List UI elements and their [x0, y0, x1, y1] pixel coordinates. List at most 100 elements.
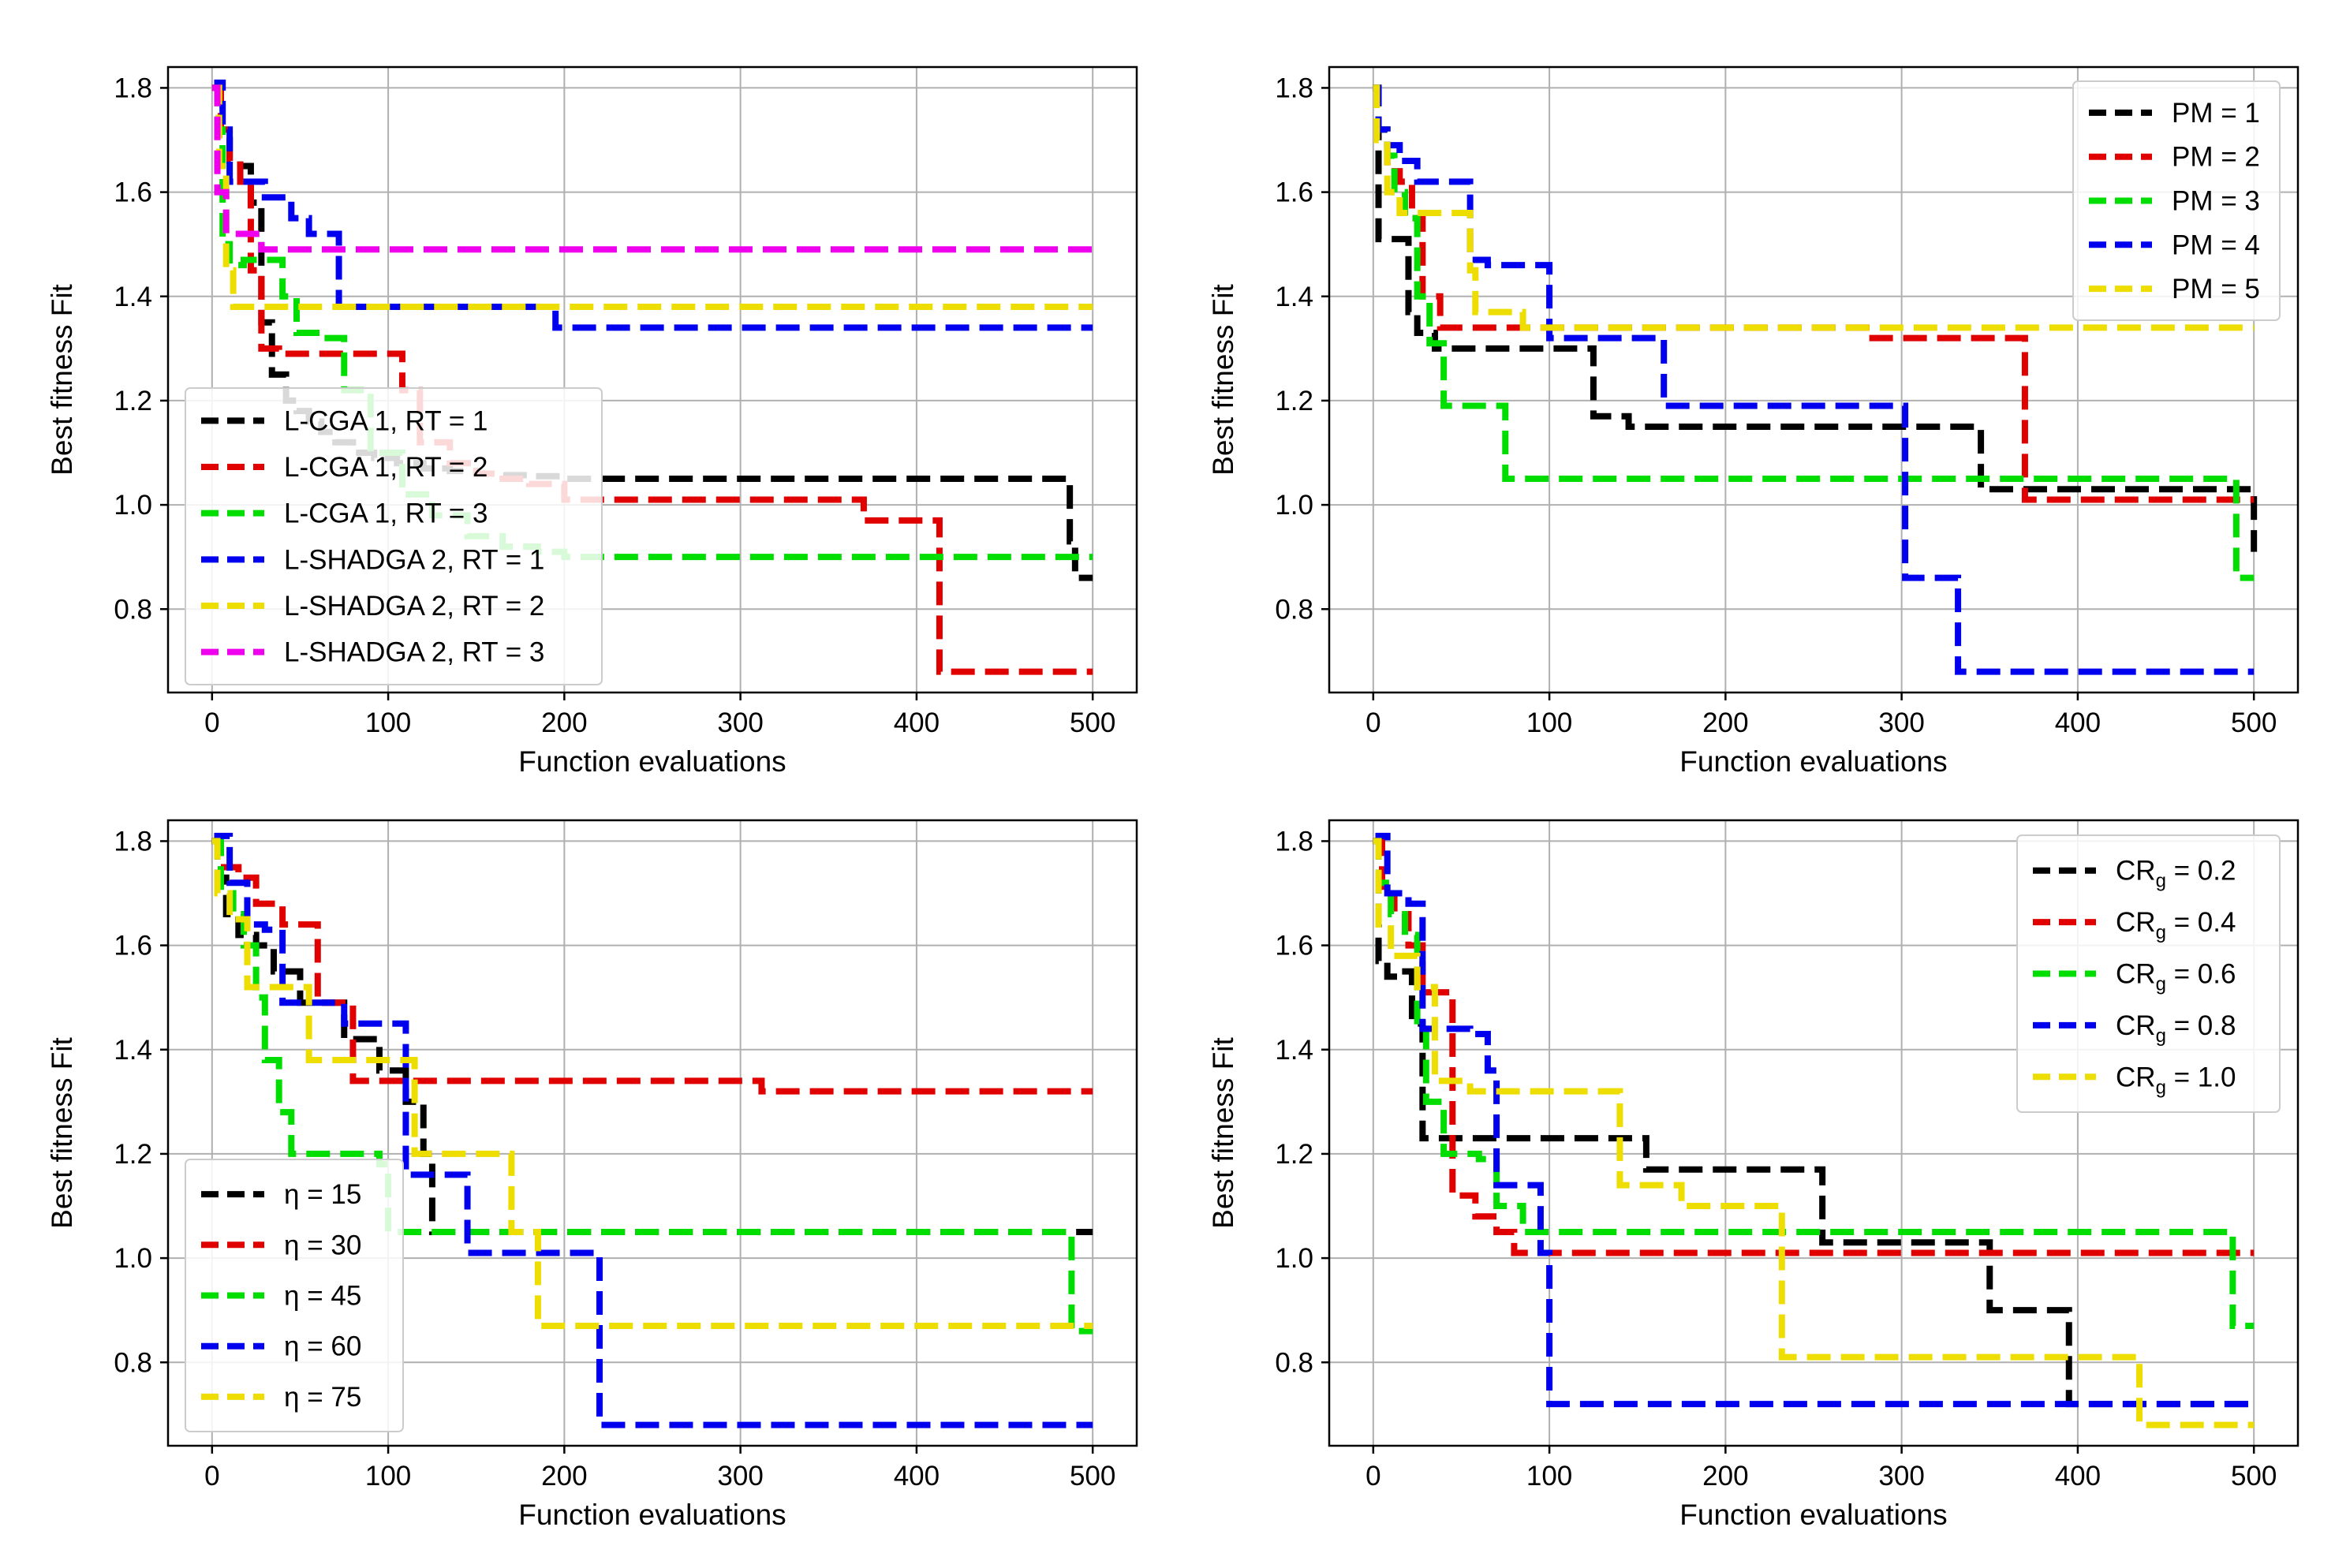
legend-box — [185, 387, 603, 685]
legend-label: CRg = 0.8 — [2116, 1010, 2236, 1047]
y-tick-label: 1.4 — [114, 282, 152, 312]
series-line-5 — [211, 84, 1093, 310]
x-tick-label: 500 — [2231, 707, 2277, 738]
series-line-2 — [211, 838, 1093, 1095]
y-tick-label: 1.2 — [1275, 386, 1313, 416]
legend-label: η = 60 — [284, 1331, 361, 1362]
legend-label: η = 30 — [284, 1230, 361, 1260]
axes-frame — [166, 819, 1138, 1447]
x-axis-label: Function evaluations — [1679, 1499, 1947, 1531]
series-line-4 — [211, 832, 1093, 1428]
x-tick-label: 300 — [717, 707, 763, 738]
chart-panel-3: 0 100 200 300 400 500 0.8 1.0 1.2 1.4 1.6 1.8 Functi… — [46, 819, 1138, 1531]
legend-label: PM = 3 — [2172, 186, 2260, 217]
y-tick-label: 1.2 — [114, 386, 152, 416]
legend-label: CRg = 0.6 — [2116, 959, 2236, 995]
y-tick-label: 1.4 — [1275, 282, 1313, 312]
y-tick-label: 1.2 — [1275, 1139, 1313, 1170]
legend-label: CRg = 0.4 — [2116, 907, 2236, 943]
legend-label: CRg = 0.2 — [2116, 856, 2236, 892]
x-tick-label: 100 — [365, 1461, 411, 1491]
series-line-4 — [1373, 84, 2255, 675]
legend-label: η = 75 — [284, 1382, 361, 1413]
series-line-1 — [1373, 838, 2255, 1408]
legend-label: L-SHADGA 2, RT = 2 — [284, 591, 544, 622]
x-axis-label: Function evaluations — [1679, 745, 1947, 778]
x-tick-label: 0 — [204, 707, 219, 738]
x-tick-label: 200 — [1702, 1461, 1748, 1491]
y-tick-label: 1.4 — [1275, 1035, 1313, 1066]
chart-panel-2: 0 100 200 300 400 500 0.8 1.0 1.2 1.4 1.6 1.8 Functi… — [1207, 65, 2300, 778]
y-tick-label: 1.6 — [1275, 177, 1313, 208]
y-tick-label: 1.0 — [114, 1243, 152, 1274]
legend-label: L-CGA 1, RT = 3 — [284, 498, 488, 529]
series-line-4 — [211, 79, 1093, 331]
x-tick-label: 0 — [204, 1461, 219, 1491]
series-line-6 — [211, 84, 1093, 253]
axes-frame — [1328, 65, 2300, 694]
legend-label: L-CGA 1, RT = 2 — [284, 452, 488, 483]
x-tick-label: 200 — [541, 1461, 587, 1491]
y-tick-label: 1.6 — [114, 931, 152, 961]
axes-frame — [166, 65, 1138, 694]
legend-label: PM = 2 — [2172, 142, 2260, 173]
y-tick-label: 1.2 — [114, 1139, 152, 1170]
chart-panel-4: 0 100 200 300 400 500 0.8 1.0 1.2 1.4 1.6 1.8 Functi… — [1207, 819, 2300, 1531]
legend-label: η = 45 — [284, 1281, 361, 1312]
series-line-3 — [211, 838, 1093, 1335]
y-tick-label: 1.6 — [1275, 931, 1313, 961]
series-line-4 — [1373, 832, 2255, 1408]
chart-panel-1: 0 100 200 300 400 500 0.8 1.0 1.2 1.4 1.6 1.8 Functi… — [46, 65, 1138, 778]
legend-label: L-CGA 1, RT = 1 — [284, 405, 488, 436]
x-tick-label: 100 — [1526, 1461, 1572, 1491]
y-tick-label: 1.0 — [1275, 490, 1313, 521]
legend: L-CGA 1, RT = 1 L-CGA 1, RT = 2 L-CGA 1, R… — [185, 387, 603, 685]
axes-frame — [1328, 819, 2300, 1447]
y-tick-label: 1.8 — [114, 826, 152, 857]
legend-label: CRg = 1.0 — [2116, 1062, 2236, 1098]
y-axis-label: Best fitness Fit — [1207, 283, 1239, 475]
y-tick-label: 1.4 — [114, 1035, 152, 1066]
series-line-5 — [211, 838, 1093, 1330]
x-tick-label: 200 — [541, 707, 587, 738]
y-tick-label: 0.8 — [114, 594, 152, 625]
y-tick-label: 1.0 — [1275, 1243, 1313, 1274]
legend-label: L-SHADGA 2, RT = 1 — [284, 544, 544, 575]
legend: CRg = 0.2 CRg = 0.4 CRg = 0.6 CRg = 0.8 CRg … — [2016, 834, 2281, 1113]
x-tick-label: 300 — [717, 1461, 763, 1491]
x-tick-label: 400 — [894, 707, 940, 738]
series-line-2 — [211, 84, 1093, 675]
x-axis-label: Function evaluations — [518, 745, 786, 778]
series-line-3 — [1373, 838, 2255, 1330]
legend: PM = 1 PM = 2 PM = 3 PM = 4 PM = 5 — [2072, 80, 2281, 321]
series-line-5 — [1373, 84, 2255, 331]
x-axis-label: Function evaluations — [518, 1499, 786, 1531]
legend-box — [2072, 80, 2281, 321]
x-tick-label: 100 — [365, 707, 411, 738]
x-tick-label: 0 — [1366, 707, 1380, 738]
legend-label: PM = 5 — [2172, 274, 2260, 304]
x-tick-label: 400 — [894, 1461, 940, 1491]
legend-label: L-SHADGA 2, RT = 3 — [284, 637, 544, 668]
legend: η = 15 η = 30 η = 45 η = 60 η = 75 — [185, 1159, 404, 1432]
x-tick-label: 300 — [1878, 1461, 1924, 1491]
y-tick-label: 0.8 — [1275, 1347, 1313, 1378]
legend-label: η = 15 — [284, 1179, 361, 1210]
y-tick-label: 1.8 — [1275, 826, 1313, 857]
y-axis-label: Best fitness Fit — [46, 1036, 78, 1228]
x-tick-label: 300 — [1878, 707, 1924, 738]
x-tick-label: 0 — [1366, 1461, 1380, 1491]
x-tick-label: 200 — [1702, 707, 1748, 738]
series-line-2 — [1373, 84, 2255, 503]
legend-box — [185, 1159, 404, 1432]
y-tick-label: 1.8 — [114, 73, 152, 103]
legend-label: PM = 1 — [2172, 98, 2260, 129]
y-axis-label: Best fitness Fit — [46, 283, 78, 475]
y-axis-label: Best fitness Fit — [1207, 1036, 1239, 1228]
y-tick-label: 1.8 — [1275, 73, 1313, 103]
x-tick-label: 400 — [2055, 1461, 2101, 1491]
x-tick-label: 500 — [2231, 1461, 2277, 1491]
series-line-5 — [1373, 838, 2255, 1428]
y-tick-label: 1.0 — [114, 490, 152, 521]
